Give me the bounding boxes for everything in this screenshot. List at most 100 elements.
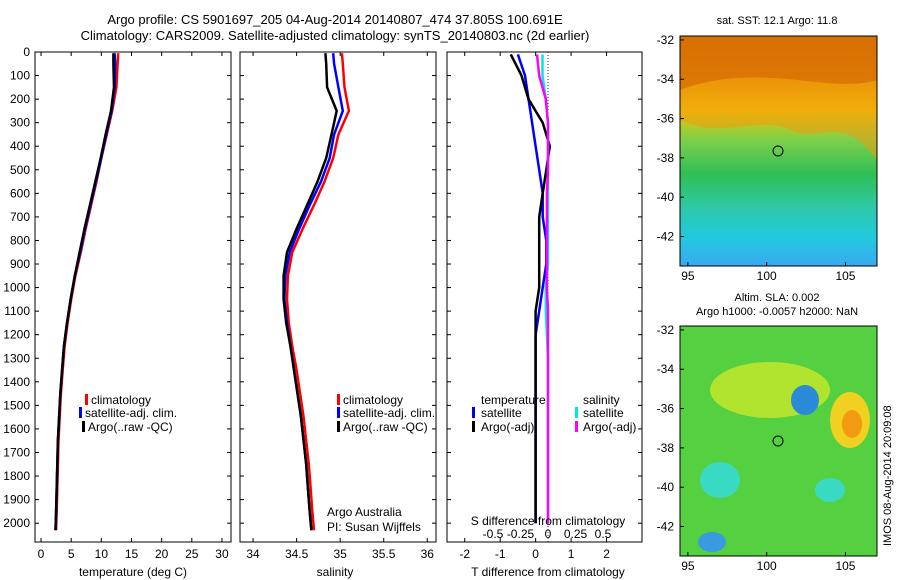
map-ytick-label: -42 [657, 230, 675, 244]
xtick-label: 2 [603, 547, 610, 561]
map-ytick-label: -36 [657, 402, 675, 416]
legend-swatch-satellite [337, 407, 340, 418]
xtick-label: -1 [495, 547, 506, 561]
argo-raw-qc-line [282, 53, 338, 531]
xtick-label: 35 [333, 547, 347, 561]
xtick-top-label: -0.5 [483, 527, 504, 541]
xtick-top-label: 0.5 [595, 527, 612, 541]
map-ytick-label: -34 [657, 72, 675, 86]
ytick-label: 1300 [3, 351, 30, 365]
imos-timestamp: IMOS 08-Aug-2014 20:09:08 [882, 405, 894, 546]
figure-title-line1: Argo profile: CS 5901697_205 04-Aug-2014… [107, 12, 563, 27]
ytick-label: 900 [10, 257, 30, 271]
ytick-label: 400 [10, 139, 30, 153]
difference-panel: -2 -1 0 1 2 -0.5 -0.25 0 0.25 0.5 T difference fr… [446, 51, 643, 579]
xtick-label: 34 [246, 547, 260, 561]
map-ytick-label: -36 [657, 112, 675, 126]
legend-label-sal-argo: Argo(-adj) [583, 420, 636, 434]
xtick-label: 20 [155, 547, 169, 561]
legend-title-salinity: salinity [583, 393, 620, 407]
xtick-label: 30 [215, 547, 229, 561]
sst-hot-band [680, 36, 877, 90]
map-ytick-label: -40 [657, 190, 675, 204]
temperature-panel: 0100200300400500600700800900100011001200… [3, 45, 232, 579]
map-xtick-label: 95 [681, 269, 695, 283]
ytick-label: 2000 [3, 516, 30, 530]
xtick-label: -2 [459, 547, 470, 561]
legend-label-argo: Argo(..raw -QC) [343, 420, 428, 434]
xtick-top-label: 0.25 [564, 527, 588, 541]
temperature-argo-adj-line [509, 53, 552, 524]
xtick-label: 25 [185, 547, 199, 561]
map-ytick-label: -32 [657, 323, 675, 337]
ytick-label: 1900 [3, 493, 30, 507]
legend-label-satellite: satellite-adj. clim. [343, 406, 435, 420]
temperature-xlabel: temperature (deg C) [79, 565, 187, 579]
salinity-legend: climatology satellite-adj. clim. Argo(..… [337, 393, 435, 434]
ytick-label: 1800 [3, 469, 30, 483]
argo-position-marker [772, 145, 784, 157]
xtick-label: 0 [38, 547, 45, 561]
sst-map-panel: sat. SST: 12.1 Argo: 11.8 95 100 105 -32 -34… [657, 15, 878, 283]
map-ytick-label: -32 [657, 33, 675, 47]
sla-blue-eddy [698, 532, 726, 552]
ytick-label: 0 [23, 45, 30, 59]
sla-map-panel: Altim. SLA: 0.002 Argo h1000: -0.0057 h2… [657, 292, 878, 573]
difference-xlabel-top: S difference from climatology [471, 514, 626, 528]
sla-map-title-line2: Argo h1000: -0.0057 h2000: NaN [696, 306, 858, 318]
map-xtick-label: 105 [835, 559, 855, 573]
sla-blue-eddy [791, 385, 819, 415]
map-xtick-label: 100 [757, 559, 777, 573]
argo-raw-qc-line [54, 53, 116, 531]
map-ytick-label: -38 [657, 441, 675, 455]
map-ytick-label: -42 [657, 520, 675, 534]
climatology-line [285, 53, 351, 531]
xtick-top-label: -0.25 [507, 527, 535, 541]
legend-label-sal-satellite: satellite [583, 406, 624, 420]
legend-label-temp-argo: Argo(-adj) [481, 420, 534, 434]
map-ytick-label: -34 [657, 362, 675, 376]
sla-map-title-line1: Altim. SLA: 0.002 [735, 292, 820, 304]
map-xtick-label: 95 [681, 559, 695, 573]
salinity-xlabel: salinity [317, 565, 354, 579]
ytick-label: 1200 [3, 328, 30, 342]
ytick-label: 1100 [4, 304, 30, 318]
temperature-legend: climatology satellite-adj. clim. Argo(..… [79, 393, 177, 434]
ytick-label: 1500 [3, 398, 30, 412]
salinity-argo-adj-line [535, 54, 550, 524]
legend-label-climatology: climatology [91, 393, 151, 407]
legend-swatch-temp-argo [472, 421, 475, 432]
legend-label-satellite: satellite-adj. clim. [85, 406, 177, 420]
sst-map-frame [679, 35, 878, 267]
ytick-label: 500 [10, 163, 30, 177]
xtick-label: 5 [68, 547, 75, 561]
map-xtick-label: 100 [757, 269, 777, 283]
salinity-panel: 34 34.5 35 35.5 36 salinity climatology sate… [239, 51, 437, 579]
legend-label-temp-satellite: satellite [481, 406, 522, 420]
xtick-label: 10 [95, 547, 109, 561]
sla-orange-patch [842, 410, 862, 438]
xtick-label: 34.5 [285, 547, 309, 561]
ytick-label: 600 [10, 186, 30, 200]
ytick-label: 300 [10, 116, 30, 130]
legend-swatch-sal-argo [575, 421, 578, 432]
ytick-label: 1000 [3, 281, 30, 295]
legend-title-temperature: temperature [481, 393, 546, 407]
ytick-label: 200 [10, 92, 30, 106]
credit-line1: Argo Australia [327, 505, 402, 519]
map-ytick-label: -38 [657, 151, 675, 165]
argo-position-marker [772, 435, 784, 447]
ytick-label: 1400 [3, 375, 30, 389]
xtick-label: 0 [532, 547, 539, 561]
xtick-label: 35.5 [372, 547, 396, 561]
ytick-label: 800 [10, 233, 30, 247]
temperature-axes-frame [34, 51, 232, 543]
map-xtick-label: 105 [835, 269, 855, 283]
xtick-label: 15 [125, 547, 139, 561]
legend-swatch-satellite [79, 407, 82, 418]
legend-swatch-argo [337, 421, 340, 432]
sst-map-title: sat. SST: 12.1 Argo: 11.8 [717, 15, 838, 27]
sla-cyan-eddy [700, 462, 740, 498]
legend-swatch-temp-satellite [472, 407, 475, 418]
ytick-label: 1700 [3, 445, 30, 459]
